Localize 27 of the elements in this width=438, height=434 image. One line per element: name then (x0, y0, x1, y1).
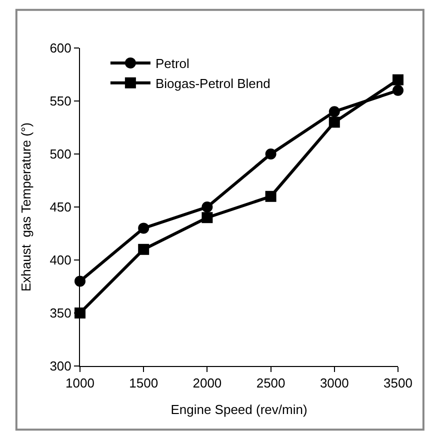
legend-label: Biogas-Petrol Blend (155, 76, 270, 91)
y-axis-title: Exhaust gas Temperature (°) (18, 122, 34, 292)
legend-label: Petrol (155, 56, 190, 72)
x-tick-label: 1500 (129, 376, 158, 391)
x-tick-label: 3500 (384, 376, 412, 391)
point (202, 202, 213, 212)
point (328, 116, 340, 128)
x-tick-label: 1000 (66, 376, 94, 391)
point (265, 190, 276, 202)
point (328, 106, 340, 118)
y-tick-label: 500 (50, 146, 72, 162)
point (265, 148, 276, 160)
x-tick-label: 2000 (192, 376, 222, 391)
y-tick-label: 550 (50, 94, 72, 109)
y-tick-label: 300 (50, 358, 72, 374)
point (392, 74, 404, 86)
y-tick-label: 350 (50, 306, 72, 321)
y-tick-label: 400 (50, 252, 72, 268)
x-axis-title: Engine Speed (rev/min) (170, 402, 308, 418)
point (138, 244, 150, 255)
point (138, 222, 150, 234)
x-tick-label: 2500 (256, 376, 286, 391)
y-tick-label: 600 (50, 40, 72, 56)
x-tick-label: 3000 (320, 376, 349, 391)
y-tick-label: 450 (50, 200, 72, 215)
point (392, 84, 404, 96)
point (202, 212, 213, 224)
